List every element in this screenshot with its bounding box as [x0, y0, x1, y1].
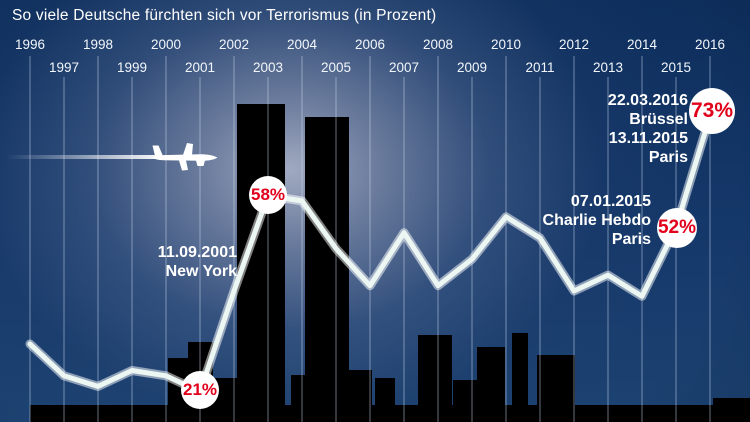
year-label-2000: 2000	[150, 37, 182, 52]
building-silhouette	[477, 347, 505, 422]
year-label-2005: 2005	[320, 60, 352, 75]
building-silhouette	[453, 380, 477, 422]
year-label-1999: 1999	[116, 60, 148, 75]
year-label-2010: 2010	[490, 37, 522, 52]
annotation-line: Charlie Hebdo	[542, 212, 651, 229]
building-silhouette	[512, 333, 528, 422]
year-label-2011: 2011	[525, 60, 555, 75]
annotation-bruessel-paris: 22.03.2016 Brüssel 13.11.2015 Paris	[608, 91, 688, 167]
building-silhouette	[168, 358, 188, 422]
twin-tower-2	[305, 117, 349, 422]
building-silhouette	[537, 355, 575, 422]
year-label-2004: 2004	[286, 37, 318, 52]
annotation-line: New York	[165, 263, 237, 280]
airplane-icon	[152, 143, 218, 171]
annotation-line: 11.09.2001	[157, 244, 237, 261]
year-label-2002: 2002	[218, 37, 250, 52]
annotation-new-york: 11.09.2001 New York	[158, 243, 237, 281]
value-badge-2001: 21%	[181, 370, 219, 409]
annotation-charlie-hebdo: 07.01.2015 Charlie Hebdo Paris	[543, 192, 651, 249]
annotation-line: Paris	[648, 149, 688, 166]
building-silhouette	[291, 375, 305, 422]
year-label-1997: 1997	[48, 60, 80, 75]
annotation-line: 07.01.2015	[570, 193, 651, 210]
year-label-2012: 2012	[558, 37, 590, 52]
value-badge-2003: 58%	[249, 175, 287, 214]
annotation-line: Brüssel	[629, 111, 688, 128]
annotation-line: 13.11.2015	[608, 130, 688, 147]
building-silhouette	[375, 378, 395, 422]
year-label-1996: 1996	[14, 37, 46, 52]
building-silhouette	[418, 335, 452, 422]
year-label-2006: 2006	[354, 37, 386, 52]
fear-line	[27, 113, 713, 395]
annotation-line: 22.03.2016	[607, 92, 688, 109]
year-label-2016: 2016	[694, 37, 726, 52]
year-label-2015: 2015	[660, 60, 692, 75]
value-badge-2015: 52%	[657, 208, 697, 249]
year-label-2009: 2009	[456, 60, 488, 75]
airplane-contrail	[6, 155, 158, 159]
year-label-1998: 1998	[82, 37, 114, 52]
year-label-2014: 2014	[626, 37, 658, 52]
value-badge-2016: 73%	[689, 88, 735, 135]
building-silhouette	[349, 370, 372, 422]
year-label-2007: 2007	[388, 60, 420, 75]
chart-title: So viele Deutsche fürchten sich vor Terr…	[12, 7, 437, 24]
year-label-2008: 2008	[422, 37, 454, 52]
annotation-line: Paris	[611, 231, 651, 248]
year-label-2003: 2003	[252, 60, 284, 75]
building-silhouette	[713, 398, 750, 422]
year-label-2001: 2001	[184, 60, 216, 75]
year-label-2013: 2013	[592, 60, 624, 75]
